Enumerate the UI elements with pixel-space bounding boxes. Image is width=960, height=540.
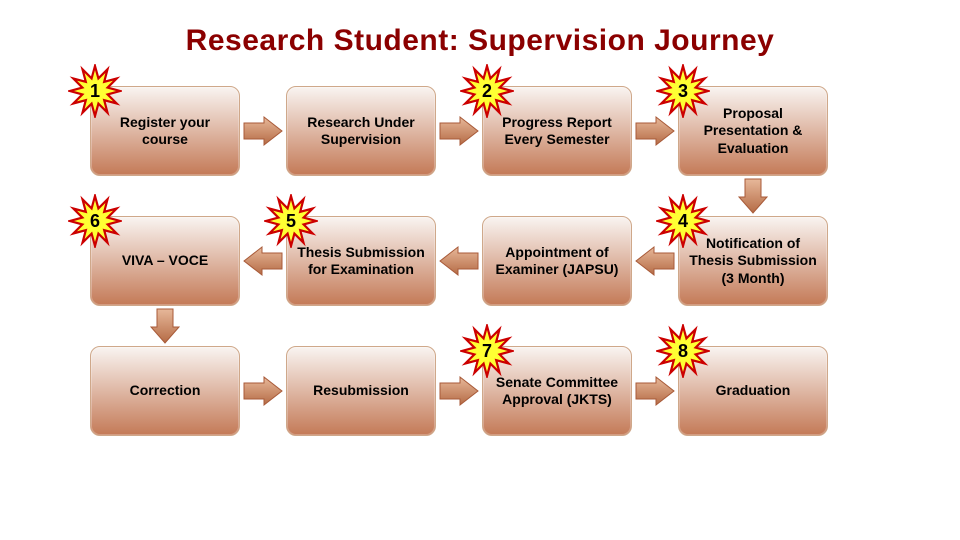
box-correction: Correction [90,346,240,436]
arrow-right [240,111,286,151]
arrow-left [436,241,482,281]
arrow-right [240,371,286,411]
box-resubmission: Resubmission [286,346,436,436]
page-title: Research Student: Supervision Journey [0,24,960,58]
box-label: Register your course [99,114,231,149]
box-label: Correction [130,382,201,400]
step-burst-2: 2 [460,64,514,118]
step-number: 6 [90,211,100,232]
step-number: 3 [678,81,688,102]
arrow-down [733,176,773,216]
step-burst-8: 8 [656,324,710,378]
box-label: Progress Report Every Semester [491,114,623,149]
box-label: Appointment of Examiner (JAPSU) [491,244,623,279]
box-label: Graduation [716,382,791,400]
step-burst-3: 3 [656,64,710,118]
box-label: Senate Committee Approval (JKTS) [491,374,623,409]
box-label: Research Under Supervision [295,114,427,149]
step-burst-5: 5 [264,194,318,248]
step-number: 1 [90,81,100,102]
step-number: 7 [482,341,492,362]
box-label: Resubmission [313,382,409,400]
flow-grid: Register your course Research Under Supe… [90,86,890,436]
box-examiner: Appointment of Examiner (JAPSU) [482,216,632,306]
step-burst-6: 6 [68,194,122,248]
step-number: 8 [678,341,688,362]
step-number: 5 [286,211,296,232]
step-burst-4: 4 [656,194,710,248]
box-label: Thesis Submission for Examination [295,244,427,279]
step-number: 2 [482,81,492,102]
step-burst-7: 7 [460,324,514,378]
arrow-down [145,306,185,346]
box-research-supervision: Research Under Supervision [286,86,436,176]
step-burst-1: 1 [68,64,122,118]
step-number: 4 [678,211,688,232]
box-label: VIVA – VOCE [122,252,208,270]
